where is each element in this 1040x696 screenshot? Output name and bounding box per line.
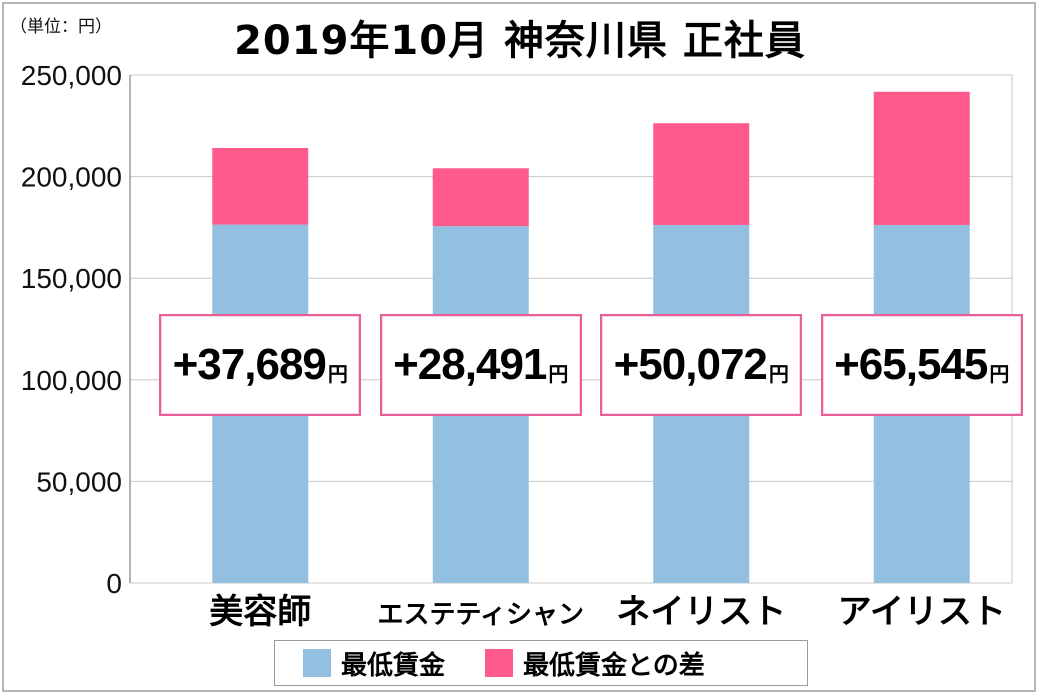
chart-title: 2019年10月 神奈川県 正社員 (234, 18, 806, 64)
y-tick-label: 150,000 (21, 263, 122, 294)
difference-box: +50,072 円 (600, 314, 803, 416)
difference-box: +37,689 円 (159, 314, 362, 416)
y-tick-label: 100,000 (21, 365, 122, 396)
difference-value: +50,072 (613, 340, 768, 389)
difference-box: +28,491 円 (379, 314, 582, 416)
y-tick-label: 50,000 (36, 466, 122, 497)
y-tick-label: 200,000 (21, 162, 122, 193)
legend-item-min-wage: 最低賃金 (303, 645, 445, 682)
x-tick-label: ネイリスト (616, 592, 786, 632)
difference-value: +28,491 (393, 340, 547, 389)
difference-value: +37,689 (172, 340, 327, 389)
difference-unit: 円 (989, 361, 1010, 386)
difference-unit: 円 (548, 361, 569, 386)
difference-unit: 円 (327, 361, 348, 386)
bar-difference (212, 147, 309, 225)
difference-unit: 円 (768, 361, 789, 386)
bar-difference (653, 123, 750, 225)
legend: 最低賃金 最低賃金との差 (274, 640, 808, 686)
bar-difference (432, 168, 529, 227)
legend-label-difference: 最低賃金との差 (523, 650, 705, 681)
unit-label: （単位：円） (10, 17, 112, 37)
difference-value: +65,545 (834, 340, 988, 389)
x-tick-label: 美容師 (209, 592, 311, 632)
y-tick-label: 250,000 (21, 60, 122, 91)
x-tick-label: アイリスト (838, 592, 1006, 632)
legend-swatch-min-wage (303, 649, 331, 677)
x-tick-label: エステティシャン (378, 600, 584, 630)
y-tick-label: 0 (106, 568, 122, 599)
legend-swatch-difference (485, 649, 514, 677)
bar-difference (873, 91, 970, 225)
difference-box: +65,545 円 (820, 314, 1023, 416)
legend-label-min-wage: 最低賃金 (341, 650, 446, 681)
legend-item-difference: 最低賃金との差 (485, 645, 705, 682)
